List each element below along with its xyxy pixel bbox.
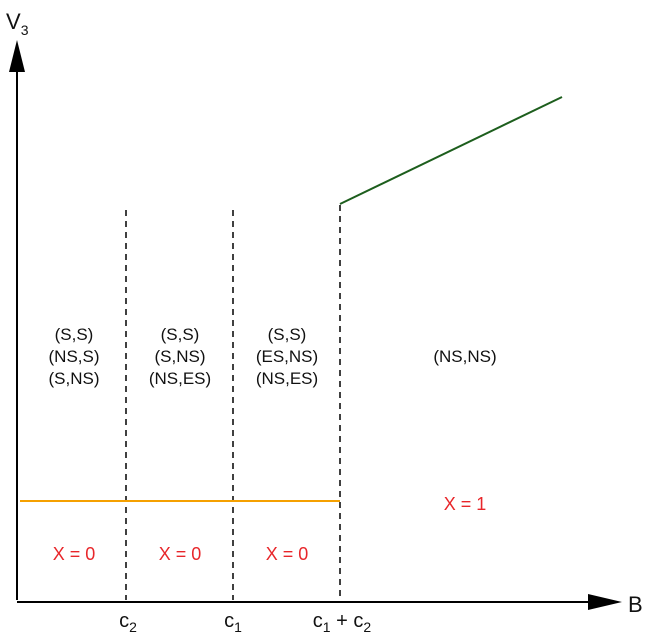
region-3-line-3: (NS,ES) bbox=[256, 369, 318, 388]
region-1-line-3: (S,NS) bbox=[49, 369, 100, 388]
region-1-line-2: (NS,S) bbox=[49, 347, 100, 366]
region-1-line-1: (S,S) bbox=[55, 325, 94, 344]
x-axis-arrowhead bbox=[588, 594, 622, 610]
tick-c1-plus-c2: c1 + c2 bbox=[313, 610, 372, 634]
region-2-line-1: (S,S) bbox=[161, 325, 200, 344]
region-3-line-2: (ES,NS) bbox=[256, 347, 318, 366]
region-1-x-label: X = 0 bbox=[53, 544, 96, 564]
region-2-x-label: X = 0 bbox=[159, 544, 202, 564]
x-axis-title: B bbox=[628, 592, 643, 617]
region-2-line-2: (S,NS) bbox=[155, 347, 206, 366]
region-3-line-1: (S,S) bbox=[268, 325, 307, 344]
y-axis-title: V3 bbox=[6, 9, 29, 38]
region-2-line-3: (NS,ES) bbox=[149, 369, 211, 388]
rising-line bbox=[339, 96, 563, 205]
region-4-line-1: (NS,NS) bbox=[433, 347, 496, 366]
tick-c2: c2 bbox=[119, 610, 137, 634]
y-axis-arrowhead bbox=[9, 40, 25, 72]
region-3-x-label: X = 0 bbox=[266, 544, 309, 564]
tick-c1: c1 bbox=[224, 610, 242, 634]
region-4-x-label: X = 1 bbox=[444, 494, 487, 514]
